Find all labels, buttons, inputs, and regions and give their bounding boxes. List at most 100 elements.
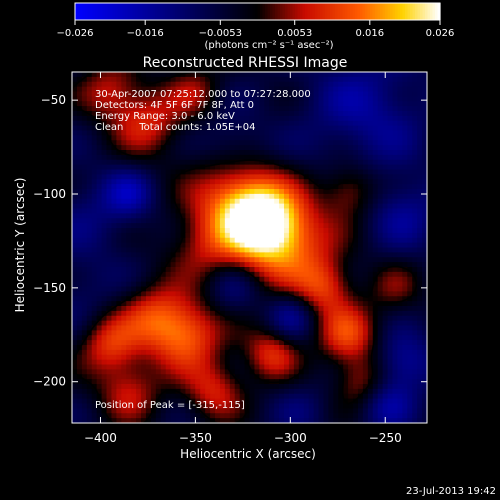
heatmap-cell — [91, 354, 98, 361]
heatmap-cell — [249, 291, 255, 297]
heatmap-cell — [318, 218, 324, 224]
colorbar-swatch — [325, 3, 329, 20]
heatmap-cell — [200, 262, 206, 268]
heatmap-cell — [293, 150, 300, 156]
heatmap-cell — [274, 91, 280, 97]
heatmap-cell — [288, 106, 295, 112]
heatmap-cell — [116, 140, 122, 146]
heatmap-cell — [397, 257, 403, 263]
heatmap-cell — [303, 208, 310, 214]
heatmap-cell — [308, 76, 315, 83]
heatmap-cell — [106, 203, 112, 210]
heatmap-cell — [397, 198, 403, 205]
heatmap-cell — [224, 111, 231, 117]
heatmap-cell — [205, 262, 211, 268]
heatmap-cell — [101, 81, 108, 88]
heatmap-cell — [131, 301, 137, 307]
heatmap-cell — [387, 150, 393, 156]
heatmap-cell — [249, 359, 255, 366]
heatmap-cell — [229, 203, 236, 210]
heatmap-cell — [308, 96, 315, 102]
heatmap-cell — [86, 320, 93, 327]
heatmap-cell — [357, 145, 364, 151]
heatmap-cell — [417, 301, 423, 307]
heatmap-cell — [141, 359, 147, 366]
heatmap-cell — [392, 281, 398, 288]
heatmap-cell — [116, 179, 122, 185]
heatmap-cell — [229, 189, 236, 195]
heatmap-cell — [141, 291, 147, 297]
heatmap-cell — [338, 364, 344, 370]
heatmap-cell — [313, 101, 320, 107]
heatmap-cell — [205, 208, 211, 214]
heatmap-cell — [244, 115, 250, 122]
heatmap-cell — [357, 130, 364, 136]
heatmap-cell — [333, 86, 339, 93]
heatmap-cell — [239, 232, 246, 239]
heatmap-cell — [106, 106, 112, 112]
heatmap-cell — [239, 111, 246, 117]
heatmap-cell — [313, 106, 320, 112]
colorbar-swatch — [140, 3, 144, 20]
heatmap-cell — [308, 169, 315, 175]
heatmap-cell — [106, 315, 112, 322]
heatmap-cell — [210, 130, 216, 136]
heatmap-cell — [279, 174, 285, 180]
heatmap-cell — [210, 232, 216, 239]
heatmap-cell — [234, 296, 241, 302]
heatmap-cell — [91, 140, 98, 146]
heatmap-cell — [417, 120, 423, 127]
heatmap-cell — [288, 169, 295, 175]
heatmap-cell — [264, 335, 270, 341]
heatmap-cell — [155, 369, 162, 375]
heatmap-cell — [244, 247, 250, 253]
heatmap-cell — [412, 101, 418, 107]
heatmap-cell — [111, 86, 117, 93]
heatmap-cell — [397, 393, 403, 400]
heatmap-cell — [284, 223, 290, 229]
heatmap-cell — [195, 291, 201, 297]
heatmap-cell — [155, 335, 162, 341]
heatmap-cell — [284, 208, 290, 214]
heatmap-cell — [348, 306, 354, 312]
heatmap-cell — [293, 379, 300, 385]
heatmap-cell — [343, 306, 349, 312]
heatmap-cell — [387, 281, 393, 288]
heatmap-cell — [229, 276, 236, 283]
heatmap-cell — [111, 96, 117, 102]
heatmap-cell — [165, 306, 172, 312]
heatmap-cell — [284, 286, 290, 292]
heatmap-cell — [72, 398, 78, 405]
heatmap-cell — [372, 140, 379, 146]
heatmap-cell — [106, 120, 112, 127]
heatmap-cell — [224, 81, 231, 88]
heatmap-cell — [136, 262, 142, 268]
heatmap-cell — [210, 184, 216, 190]
heatmap-cell — [101, 242, 108, 249]
heatmap-cell — [402, 120, 408, 127]
heatmap-cell — [106, 374, 112, 380]
heatmap-cell — [377, 140, 384, 146]
heatmap-cell — [293, 384, 300, 390]
heatmap-cell — [298, 213, 305, 219]
heatmap-cell — [86, 101, 93, 107]
heatmap-cell — [402, 237, 408, 244]
heatmap-cell — [210, 271, 216, 278]
heatmap-cell — [76, 101, 83, 107]
heatmap-cell — [422, 76, 428, 83]
heatmap-cell — [210, 359, 216, 366]
heatmap-cell — [308, 86, 315, 93]
heatmap-cell — [121, 159, 127, 166]
heatmap-cell — [106, 115, 112, 122]
heatmap-cell — [274, 354, 280, 361]
heatmap-cell — [357, 271, 364, 278]
heatmap-cell — [86, 296, 93, 302]
heatmap-cell — [72, 325, 78, 331]
heatmap-cell — [387, 232, 393, 239]
heatmap-cell — [343, 91, 349, 97]
heatmap-cell — [318, 140, 324, 146]
heatmap-cell — [210, 335, 216, 341]
heatmap-cell — [180, 164, 186, 171]
heatmap-cell — [126, 237, 132, 244]
heatmap-cell — [254, 232, 260, 239]
